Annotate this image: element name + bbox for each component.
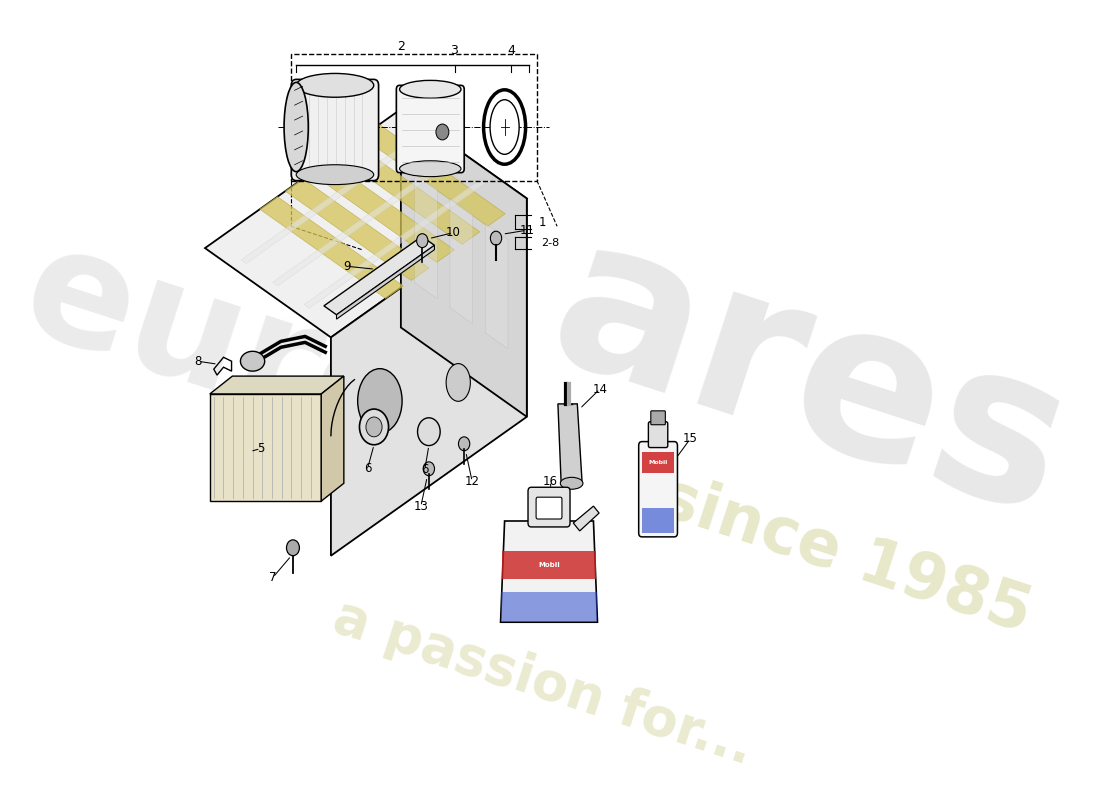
- Ellipse shape: [447, 364, 471, 402]
- FancyBboxPatch shape: [292, 79, 378, 181]
- Polygon shape: [210, 394, 321, 501]
- Text: 15: 15: [683, 432, 697, 445]
- Polygon shape: [210, 376, 344, 394]
- Polygon shape: [415, 174, 438, 299]
- Text: ares: ares: [528, 201, 1092, 562]
- Polygon shape: [362, 125, 505, 226]
- Text: 13: 13: [414, 500, 428, 513]
- Polygon shape: [337, 142, 480, 244]
- Text: 2-8: 2-8: [541, 238, 560, 248]
- FancyBboxPatch shape: [536, 497, 562, 519]
- Text: 6: 6: [364, 462, 372, 475]
- Circle shape: [418, 418, 440, 446]
- Text: 11: 11: [519, 224, 535, 237]
- FancyBboxPatch shape: [528, 487, 570, 527]
- Polygon shape: [260, 197, 404, 298]
- Ellipse shape: [296, 165, 374, 185]
- Polygon shape: [273, 157, 454, 286]
- Ellipse shape: [284, 82, 308, 172]
- Polygon shape: [450, 198, 473, 324]
- Text: 2: 2: [397, 39, 405, 53]
- Polygon shape: [311, 161, 454, 262]
- Text: Mobil: Mobil: [538, 562, 560, 568]
- Text: 9: 9: [343, 260, 351, 273]
- Circle shape: [491, 231, 502, 245]
- Text: 3: 3: [451, 43, 459, 57]
- Text: Mobil: Mobil: [649, 460, 668, 465]
- Polygon shape: [337, 246, 434, 319]
- Ellipse shape: [241, 351, 265, 371]
- Circle shape: [417, 234, 428, 247]
- Polygon shape: [323, 236, 434, 314]
- Text: 8: 8: [194, 354, 201, 368]
- Circle shape: [424, 462, 434, 476]
- FancyBboxPatch shape: [396, 86, 464, 173]
- Circle shape: [366, 417, 382, 437]
- Polygon shape: [573, 506, 600, 531]
- Circle shape: [436, 124, 449, 140]
- Polygon shape: [558, 404, 582, 483]
- Text: 12: 12: [464, 475, 480, 488]
- FancyBboxPatch shape: [651, 411, 666, 425]
- Ellipse shape: [491, 100, 519, 154]
- Circle shape: [286, 540, 299, 556]
- Text: since 1985: since 1985: [652, 466, 1040, 645]
- FancyBboxPatch shape: [648, 422, 668, 447]
- Text: 14: 14: [593, 382, 607, 395]
- Text: 6: 6: [421, 463, 429, 476]
- FancyBboxPatch shape: [503, 550, 596, 578]
- Ellipse shape: [296, 74, 374, 98]
- Ellipse shape: [560, 478, 583, 490]
- Polygon shape: [400, 109, 527, 417]
- Text: 4: 4: [507, 43, 515, 57]
- Polygon shape: [485, 223, 508, 349]
- Text: 1: 1: [539, 216, 547, 229]
- FancyBboxPatch shape: [642, 508, 674, 533]
- Text: 5: 5: [257, 442, 264, 455]
- Polygon shape: [285, 178, 429, 281]
- Text: a passion for...: a passion for...: [327, 590, 759, 775]
- Polygon shape: [500, 521, 597, 622]
- Ellipse shape: [399, 80, 461, 98]
- Circle shape: [459, 437, 470, 450]
- Text: 16: 16: [543, 474, 558, 488]
- Circle shape: [360, 409, 388, 445]
- Polygon shape: [241, 135, 422, 263]
- Polygon shape: [331, 198, 527, 556]
- FancyBboxPatch shape: [500, 593, 597, 622]
- Text: euro: euro: [4, 212, 442, 486]
- Text: 10: 10: [446, 226, 461, 239]
- FancyBboxPatch shape: [639, 442, 678, 537]
- FancyBboxPatch shape: [642, 451, 674, 474]
- Ellipse shape: [358, 369, 403, 433]
- Polygon shape: [321, 376, 344, 501]
- Polygon shape: [305, 179, 485, 308]
- Ellipse shape: [399, 161, 461, 177]
- Text: 7: 7: [270, 571, 276, 584]
- Polygon shape: [205, 109, 527, 338]
